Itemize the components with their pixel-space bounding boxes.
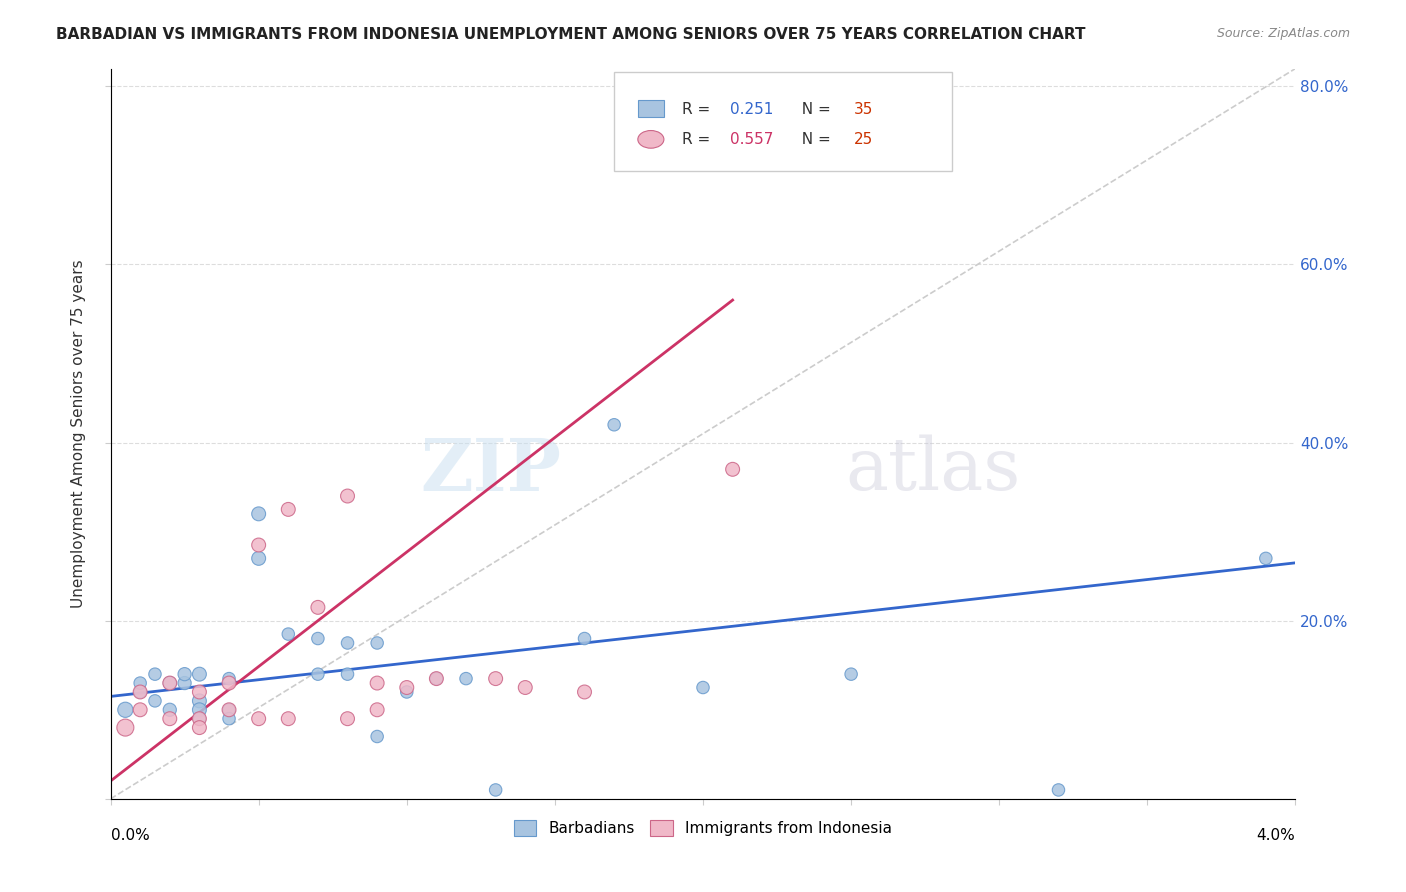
FancyBboxPatch shape bbox=[638, 100, 664, 118]
Point bbox=[188, 712, 211, 726]
Point bbox=[395, 681, 418, 695]
Point bbox=[574, 632, 596, 646]
Point bbox=[485, 783, 508, 797]
Point bbox=[173, 676, 195, 690]
Point bbox=[366, 703, 388, 717]
Point bbox=[173, 667, 195, 681]
Ellipse shape bbox=[638, 130, 664, 148]
Point bbox=[129, 685, 152, 699]
Point bbox=[129, 703, 152, 717]
Point bbox=[277, 502, 299, 516]
Point bbox=[218, 712, 240, 726]
Point bbox=[247, 551, 270, 566]
Point bbox=[143, 694, 166, 708]
Point bbox=[454, 672, 477, 686]
Point bbox=[485, 672, 508, 686]
Point bbox=[277, 712, 299, 726]
Text: 0.251: 0.251 bbox=[730, 102, 773, 117]
Point bbox=[143, 667, 166, 681]
Text: 0.0%: 0.0% bbox=[111, 828, 149, 843]
Point bbox=[218, 703, 240, 717]
Point bbox=[515, 681, 537, 695]
Text: BARBADIAN VS IMMIGRANTS FROM INDONESIA UNEMPLOYMENT AMONG SENIORS OVER 75 YEARS : BARBADIAN VS IMMIGRANTS FROM INDONESIA U… bbox=[56, 27, 1085, 42]
Y-axis label: Unemployment Among Seniors over 75 years: Unemployment Among Seniors over 75 years bbox=[72, 260, 86, 608]
Text: N =: N = bbox=[792, 132, 835, 147]
Point bbox=[247, 538, 270, 552]
Legend: Barbadians, Immigrants from Indonesia: Barbadians, Immigrants from Indonesia bbox=[508, 814, 898, 842]
Point bbox=[277, 627, 299, 641]
Point bbox=[336, 667, 359, 681]
Point bbox=[114, 703, 136, 717]
Point bbox=[218, 703, 240, 717]
Text: N =: N = bbox=[792, 102, 835, 117]
Point bbox=[188, 703, 211, 717]
Point bbox=[247, 712, 270, 726]
Point bbox=[336, 712, 359, 726]
Point bbox=[159, 703, 181, 717]
Point bbox=[336, 489, 359, 503]
Point bbox=[366, 730, 388, 744]
Point bbox=[1047, 783, 1070, 797]
Point bbox=[839, 667, 862, 681]
Point bbox=[218, 672, 240, 686]
FancyBboxPatch shape bbox=[614, 72, 952, 170]
Point bbox=[336, 636, 359, 650]
Text: 25: 25 bbox=[853, 132, 873, 147]
Point bbox=[188, 667, 211, 681]
Point bbox=[721, 462, 744, 476]
Point bbox=[188, 721, 211, 735]
Point bbox=[129, 676, 152, 690]
Point bbox=[692, 681, 714, 695]
Point bbox=[159, 676, 181, 690]
Text: 0.557: 0.557 bbox=[730, 132, 773, 147]
Point bbox=[114, 721, 136, 735]
Point bbox=[218, 676, 240, 690]
Point bbox=[247, 507, 270, 521]
Point bbox=[425, 672, 447, 686]
Point bbox=[425, 672, 447, 686]
Point bbox=[366, 636, 388, 650]
Text: Source: ZipAtlas.com: Source: ZipAtlas.com bbox=[1216, 27, 1350, 40]
Point bbox=[188, 694, 211, 708]
Point bbox=[159, 712, 181, 726]
Point bbox=[307, 667, 329, 681]
Point bbox=[188, 685, 211, 699]
Point bbox=[366, 676, 388, 690]
Point bbox=[1254, 551, 1277, 566]
Text: R =: R = bbox=[682, 102, 714, 117]
Point bbox=[574, 685, 596, 699]
Point bbox=[395, 685, 418, 699]
Text: 4.0%: 4.0% bbox=[1257, 828, 1295, 843]
Text: 35: 35 bbox=[853, 102, 873, 117]
Point bbox=[307, 600, 329, 615]
Text: ZIP: ZIP bbox=[420, 434, 561, 506]
Point bbox=[159, 676, 181, 690]
Text: atlas: atlas bbox=[845, 435, 1021, 506]
Point bbox=[129, 685, 152, 699]
Text: R =: R = bbox=[682, 132, 714, 147]
Point bbox=[603, 417, 626, 432]
Point bbox=[188, 712, 211, 726]
Point bbox=[307, 632, 329, 646]
